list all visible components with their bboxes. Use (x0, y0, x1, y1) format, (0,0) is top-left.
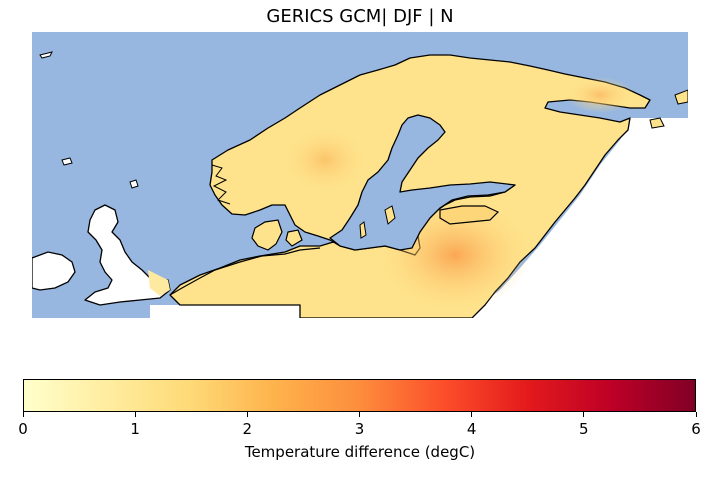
colorbar-frame (23, 379, 696, 412)
colorbar-gradient (23, 379, 696, 412)
map-title: GERICS GCM| DJF | N (266, 6, 454, 27)
no-data-area-south (150, 305, 300, 318)
colorbar-tick-label: 6 (691, 420, 701, 438)
ireland (32, 251, 76, 291)
colorbar-label: Temperature difference (degC) (244, 443, 476, 461)
colorbar-tick-mark (359, 412, 360, 417)
colorbar-tick-mark (695, 412, 697, 417)
arctic-islands (649, 89, 688, 129)
warm-anomaly-kola (565, 77, 635, 113)
denmark-land (251, 219, 283, 251)
great-britain (84, 204, 171, 306)
colorbar-tick-label: 2 (242, 420, 253, 438)
small-islands (39, 51, 139, 189)
continental-coast (169, 247, 321, 296)
colorbar-tick-mark (246, 412, 248, 417)
norway-fjords (211, 164, 231, 205)
colorbar-tick-label: 1 (130, 420, 140, 438)
estonia-land (439, 205, 500, 225)
colorbar-tick-label: 4 (466, 420, 477, 438)
zealand-island (285, 229, 303, 247)
colorbar-tick-mark (134, 412, 136, 417)
colorbar-tick-label: 3 (354, 420, 365, 438)
oland-island (359, 221, 367, 239)
colorbar-tick-mark (583, 412, 585, 417)
colorbar-tick-mark (22, 412, 24, 417)
baltic-sea (329, 114, 516, 251)
gotland-island (384, 205, 396, 225)
warm-anomaly-sweden (280, 125, 370, 195)
colorbar-tick-label: 0 (18, 420, 28, 438)
colorbar-tick-label: 5 (579, 420, 589, 438)
gb-warm-east-coast (148, 270, 170, 296)
colorbar-tick-mark (471, 412, 473, 417)
